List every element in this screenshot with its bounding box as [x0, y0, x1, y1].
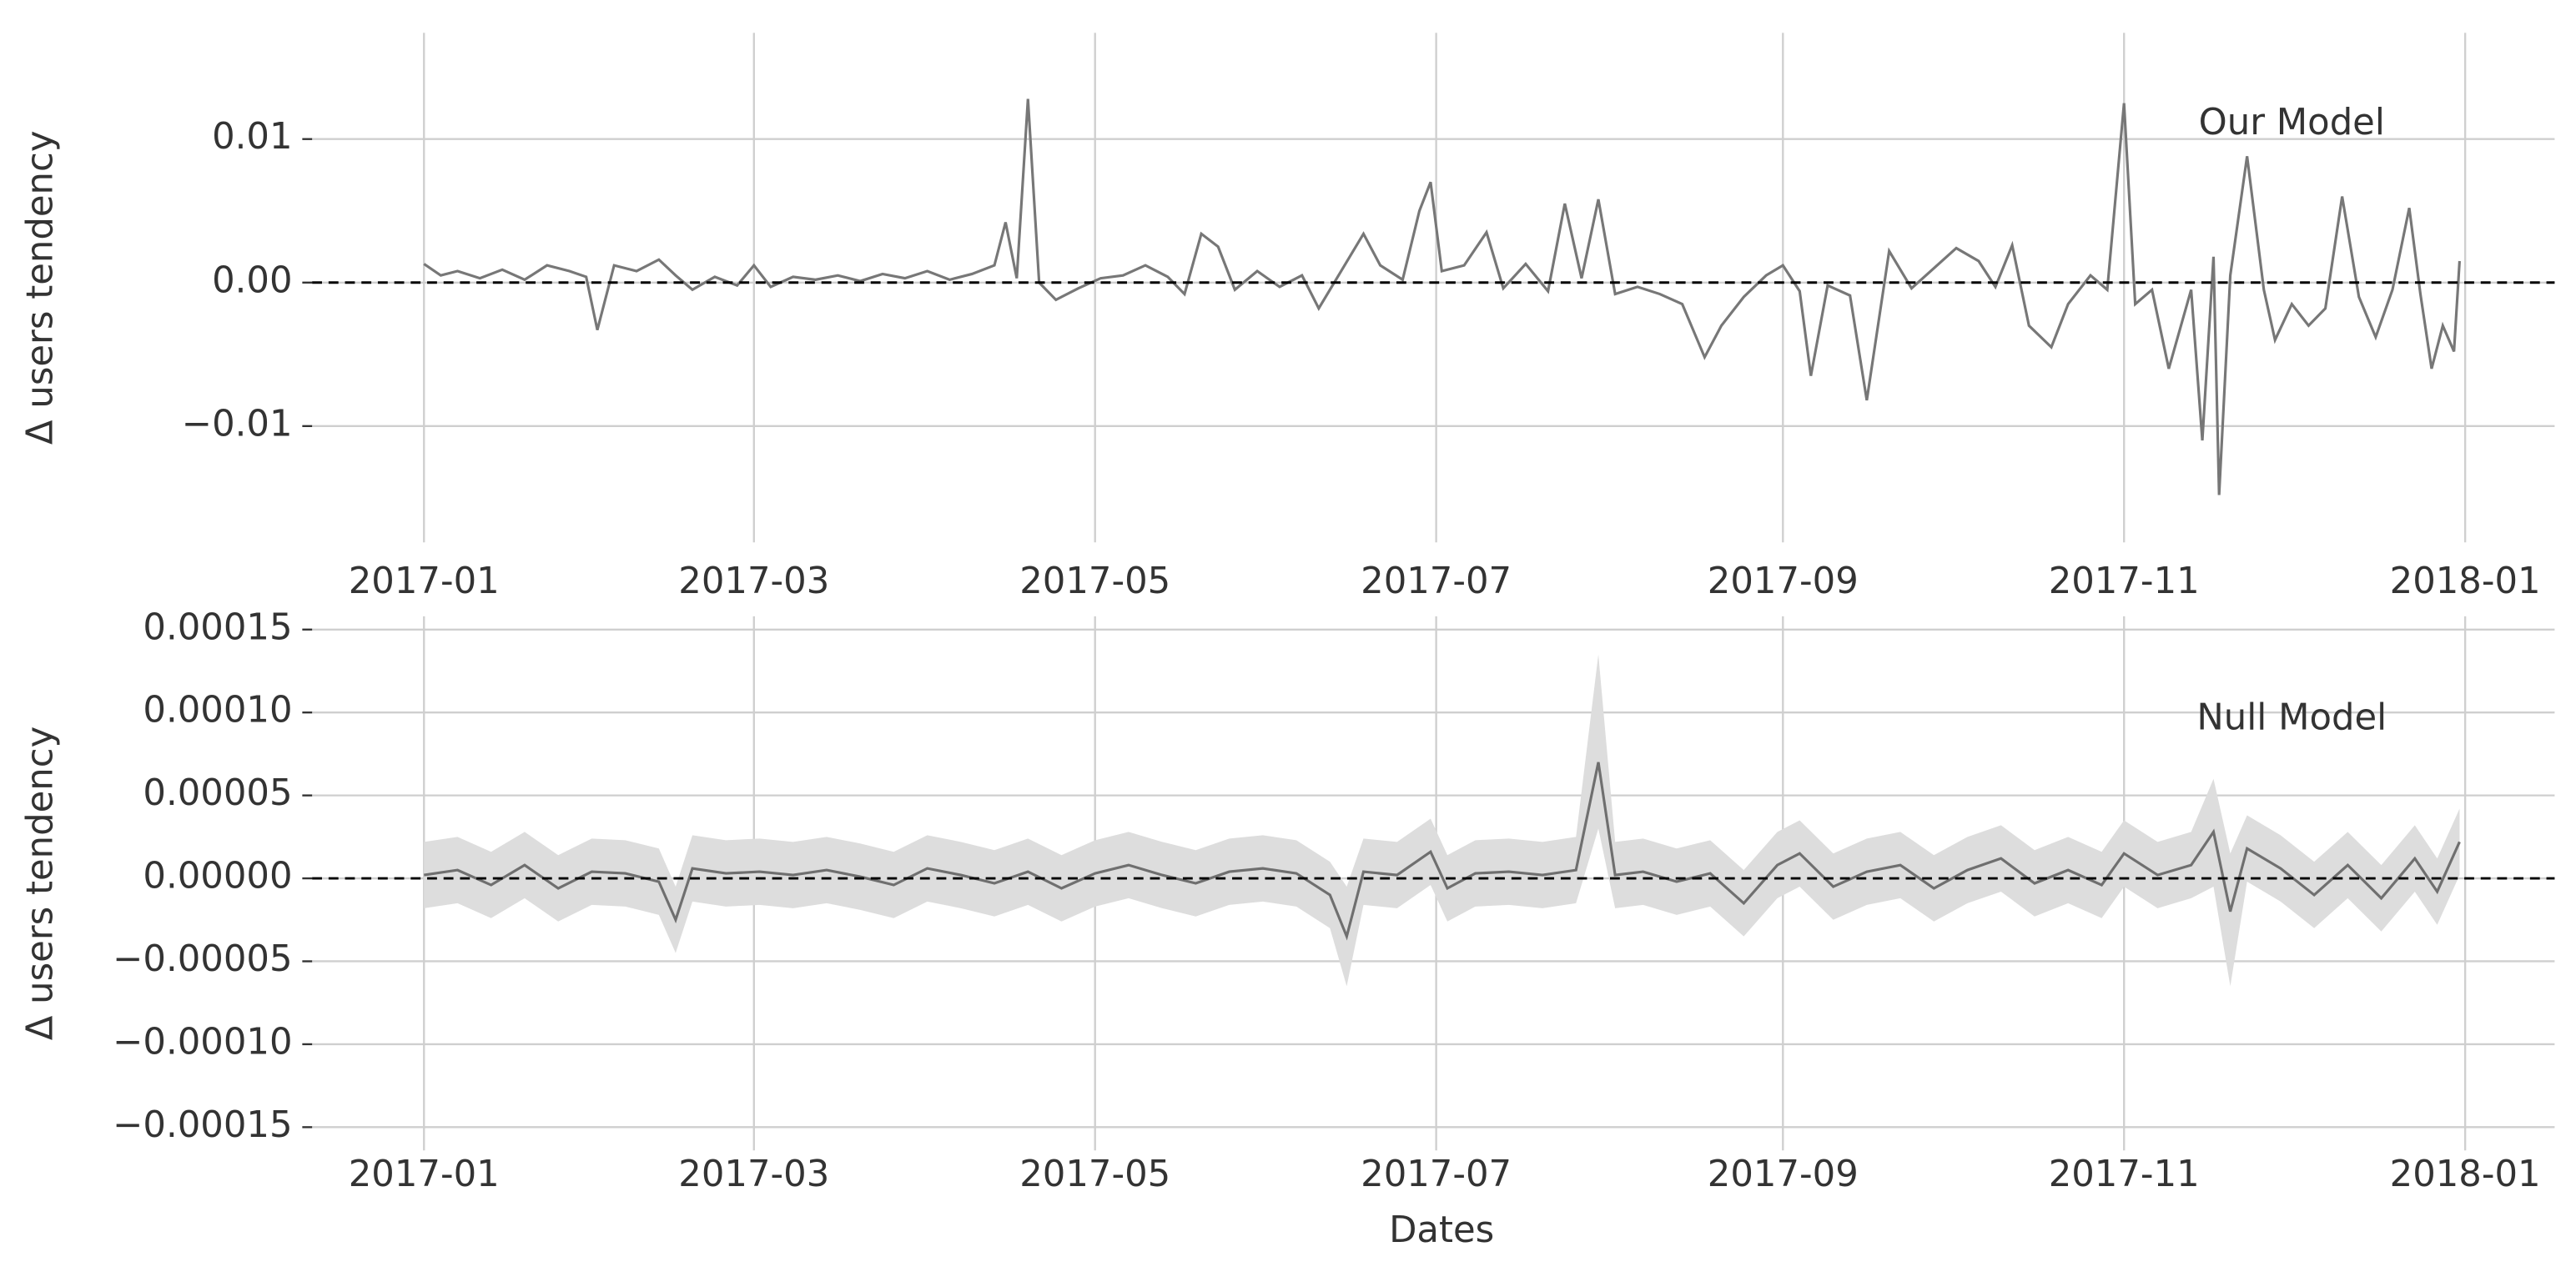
- x-tick-label: 2017-11: [2049, 1154, 2200, 1195]
- x-tick-label: 2017-07: [1361, 1154, 1512, 1195]
- x-tick-label: 2017-05: [1019, 1154, 1170, 1195]
- data-line: [423, 98, 2462, 495]
- y-tick-label: −0.00010: [113, 1021, 292, 1063]
- y-axis-label: Δ users tendency: [20, 726, 62, 1041]
- y-tick-label: −0.00005: [113, 938, 292, 980]
- annotation: Null Model: [2196, 696, 2387, 738]
- x-tick-label: 2017-07: [1361, 561, 1512, 602]
- x-tick-label: 2017-05: [1019, 561, 1170, 602]
- y-axis-label: Δ users tendency: [20, 131, 62, 445]
- x-tick-label: 2017-01: [349, 561, 500, 602]
- x-axis-label: Dates: [1389, 1209, 1494, 1251]
- y-tick-label: 0.01: [212, 116, 292, 158]
- confidence-band: [424, 654, 2460, 987]
- x-tick-label: 2017-01: [349, 1154, 500, 1195]
- y-tick-label: −0.01: [182, 403, 293, 445]
- x-tick-label: 2017-03: [678, 1154, 829, 1195]
- x-tick-label: 2017-03: [678, 561, 829, 602]
- y-tick-label: 0.00000: [143, 856, 292, 897]
- y-tick-label: 0.00: [212, 259, 292, 301]
- y-tick-label: −0.00015: [113, 1104, 292, 1146]
- x-tick-label: 2018-01: [2390, 561, 2541, 602]
- x-tick-label: 2017-11: [2049, 561, 2200, 602]
- y-tick-label: 0.00015: [143, 606, 292, 648]
- y-tick-label: 0.00010: [143, 690, 292, 732]
- data-line: [424, 762, 2461, 941]
- x-tick-label: 2017-09: [1708, 1154, 1859, 1195]
- annotation: Our Model: [2199, 102, 2385, 143]
- x-tick-label: 2018-01: [2390, 1154, 2541, 1195]
- x-tick-label: 2017-09: [1708, 561, 1859, 602]
- y-tick-label: 0.00005: [143, 772, 292, 814]
